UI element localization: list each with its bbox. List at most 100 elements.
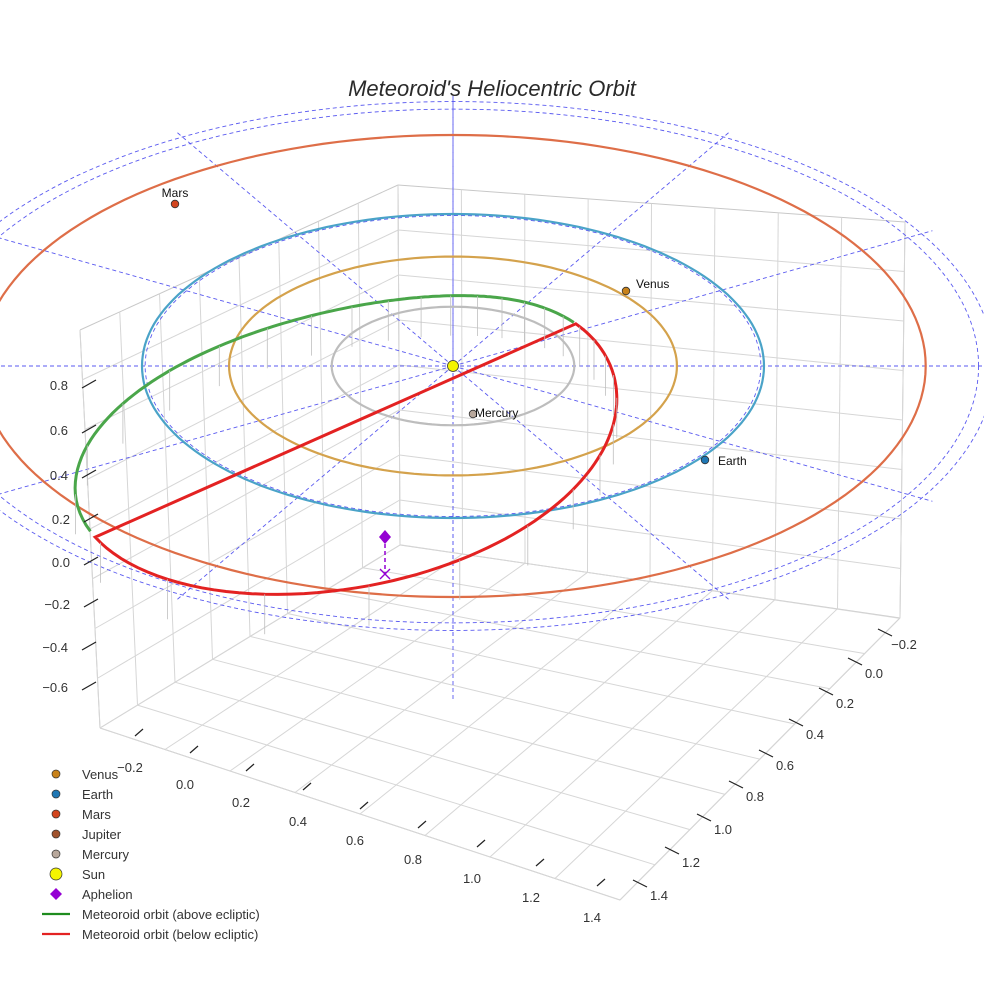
- wall-horizontal-grid-line: [89, 364, 400, 530]
- legend-label: Earth: [82, 787, 113, 802]
- z-tick-mark: [81, 469, 97, 479]
- z-tick-label: −0.4: [42, 640, 68, 655]
- legend-label: Meteoroid orbit (below ecliptic): [82, 927, 258, 942]
- floor-grid-line: [287, 613, 796, 725]
- z-tick-mark: [83, 598, 99, 608]
- meteoroid-orbit-above-ecliptic: [73, 294, 575, 533]
- legend-item: Venus: [51, 767, 119, 782]
- legend-label: Jupiter: [82, 827, 122, 842]
- z-tick-label: 0.4: [50, 468, 68, 483]
- wall-horizontal-grid-line: [399, 454, 902, 520]
- reference-ring: [144, 215, 762, 517]
- wall-horizontal-grid-line: [398, 274, 904, 322]
- orbit-earth: [140, 212, 766, 520]
- legend-item: Meteoroid orbit (above ecliptic): [42, 907, 260, 922]
- y-tick-label: 0.6: [776, 758, 794, 773]
- legend-marker-sun: [49, 867, 63, 881]
- planet-earth: [700, 455, 710, 465]
- x-tick-mark: [417, 820, 427, 829]
- orbit-mercury: [330, 305, 576, 427]
- x-tick-label: 0.0: [176, 777, 194, 792]
- reference-spoke: [175, 365, 454, 601]
- floor-grid-line: [424, 590, 713, 836]
- axis-ticks: −0.6 −0.4 −0.2 0.0 0.2 0.4 0.6 0.8 −0.2 0.0 0.2 0.4…: [42, 378, 917, 925]
- y-tick-label: 1.2: [682, 855, 700, 870]
- legend-marker-mars: [51, 809, 61, 819]
- planet-label-earth: Earth: [718, 454, 747, 468]
- planet-venus: [621, 286, 631, 296]
- x-tick-label: 0.8: [404, 852, 422, 867]
- legend-marker-mercury: [51, 849, 61, 859]
- legend-label: Meteoroid orbit (above ecliptic): [82, 907, 260, 922]
- x-tick-label: −0.2: [117, 760, 143, 775]
- reference-spoke: [175, 131, 454, 367]
- reference-spoke: [452, 365, 933, 502]
- legend-label: Venus: [82, 767, 119, 782]
- x-tick-mark: [535, 858, 545, 867]
- wall-horizontal-grid-line: [87, 319, 399, 480]
- legend-item: Sun: [49, 867, 105, 882]
- z-tick-mark: [81, 379, 97, 389]
- floor-grid-line: [489, 599, 776, 858]
- legend-item: Mars: [51, 807, 111, 822]
- y-tick-label: 0.0: [865, 666, 883, 681]
- axis-box-grid: [79, 184, 906, 901]
- floor-grid-line: [324, 590, 831, 690]
- z-tick-mark: [83, 513, 99, 523]
- floor-grid-line: [399, 544, 901, 619]
- floor-grid-line: [619, 617, 901, 901]
- y-tick-mark: [847, 657, 863, 666]
- y-tick-label: 0.2: [836, 696, 854, 711]
- planet-label-mars: Mars: [162, 186, 189, 200]
- meteoroid-orbit-below-ecliptic: [92, 322, 619, 596]
- wall-horizontal-grid-line: [82, 229, 399, 381]
- z-tick-mark: [81, 424, 97, 434]
- legend-marker-earth: [51, 789, 61, 799]
- wall-horizontal-grid-line: [398, 229, 905, 272]
- y-tick-mark: [877, 628, 893, 637]
- legend-marker-venus: [51, 769, 61, 779]
- legend-label: Sun: [82, 867, 105, 882]
- x-tick-mark: [302, 782, 312, 791]
- y-tick-mark: [788, 718, 804, 727]
- y-tick-label: 1.4: [650, 888, 668, 903]
- y-tick-mark: [758, 749, 774, 758]
- z-tick-label: 0.2: [52, 512, 70, 527]
- planet-label-mercury: Mercury: [475, 406, 518, 420]
- wall-horizontal-grid-line: [399, 409, 902, 470]
- z-tick-label: 0.8: [50, 378, 68, 393]
- y-tick-mark: [696, 813, 712, 822]
- x-tick-label: 1.4: [583, 910, 601, 925]
- y-tick-label: 1.0: [714, 822, 732, 837]
- x-tick-mark: [596, 878, 606, 887]
- z-tick-mark: [81, 641, 97, 651]
- y-tick-mark: [664, 846, 680, 855]
- planet-label-venus: Venus: [636, 277, 669, 291]
- x-tick-label: 1.2: [522, 890, 540, 905]
- y-tick-mark: [632, 879, 648, 888]
- legend: Venus Earth Mars Jupiter Mercury Sun Aphelion M…: [42, 767, 260, 942]
- z-tick-label: 0.6: [50, 423, 68, 438]
- reference-spoke: [452, 131, 731, 367]
- y-tick-mark: [728, 780, 744, 789]
- reference-spoke: [452, 230, 933, 367]
- z-tick-label: −0.6: [42, 680, 68, 695]
- floor-grid-line: [249, 635, 761, 760]
- chart-title: Meteoroid's Heliocentric Orbit: [348, 76, 637, 101]
- y-tick-mark: [818, 687, 834, 696]
- reference-spoke: [0, 365, 454, 495]
- x-tick-label: 0.4: [289, 814, 307, 829]
- legend-item: Mercury: [51, 847, 129, 862]
- wall-horizontal-grid-line: [94, 454, 400, 629]
- x-tick-label: 0.2: [232, 795, 250, 810]
- y-tick-label: 0.8: [746, 789, 764, 804]
- reference-spoke: [0, 237, 454, 367]
- ecliptic-reference-grid: [0, 95, 984, 700]
- x-tick-mark: [359, 801, 369, 810]
- legend-label: Mercury: [82, 847, 129, 862]
- legend-marker-jupiter: [51, 829, 61, 839]
- wall-horizontal-grid-line: [84, 274, 399, 430]
- aphelion-marker: [379, 530, 391, 544]
